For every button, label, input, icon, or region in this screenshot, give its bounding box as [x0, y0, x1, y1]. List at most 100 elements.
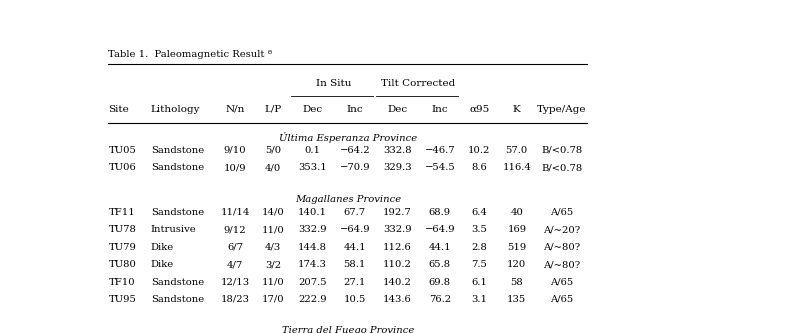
Text: 0.1: 0.1 [304, 146, 320, 155]
Text: 3/2: 3/2 [266, 260, 282, 269]
Text: In Situ: In Situ [316, 79, 351, 88]
Text: 207.5: 207.5 [298, 278, 327, 287]
Text: 2.8: 2.8 [471, 243, 487, 252]
Text: 58: 58 [510, 278, 523, 287]
Text: Sandstone: Sandstone [151, 278, 204, 287]
Text: B/<0.78: B/<0.78 [541, 164, 583, 172]
Text: 519: 519 [507, 243, 526, 252]
Text: 332.9: 332.9 [383, 225, 412, 234]
Text: 143.6: 143.6 [383, 295, 412, 304]
Text: 17/0: 17/0 [261, 295, 285, 304]
Text: 58.1: 58.1 [344, 260, 366, 269]
Text: 140.2: 140.2 [383, 278, 412, 287]
Text: TU79: TU79 [108, 243, 136, 252]
Text: Tilt Corrected: Tilt Corrected [382, 79, 456, 88]
Text: 3.5: 3.5 [471, 225, 487, 234]
Text: 10.5: 10.5 [344, 295, 366, 304]
Text: 11/0: 11/0 [261, 278, 285, 287]
Text: L/P: L/P [265, 105, 282, 114]
Text: 27.1: 27.1 [344, 278, 366, 287]
Text: Última Esperanza Province: Última Esperanza Province [279, 132, 417, 143]
Text: −70.9: −70.9 [340, 164, 370, 172]
Text: Intrusive: Intrusive [151, 225, 197, 234]
Text: TU95: TU95 [108, 295, 136, 304]
Text: Dike: Dike [151, 243, 174, 252]
Text: −46.7: −46.7 [424, 146, 455, 155]
Text: 169: 169 [508, 225, 526, 234]
Text: 44.1: 44.1 [344, 243, 366, 252]
Text: TF11: TF11 [108, 208, 135, 217]
Text: A/~20?: A/~20? [543, 225, 580, 234]
Text: A/~80?: A/~80? [543, 243, 580, 252]
Text: K: K [513, 105, 521, 114]
Text: 67.7: 67.7 [344, 208, 366, 217]
Text: TU06: TU06 [108, 164, 136, 172]
Text: 192.7: 192.7 [383, 208, 412, 217]
Text: Tierra del Fuego Province: Tierra del Fuego Province [282, 326, 414, 333]
Text: 332.8: 332.8 [383, 146, 412, 155]
Text: 140.1: 140.1 [298, 208, 327, 217]
Text: 65.8: 65.8 [429, 260, 451, 269]
Text: TU78: TU78 [108, 225, 136, 234]
Text: 174.3: 174.3 [298, 260, 327, 269]
Text: 4/0: 4/0 [265, 164, 282, 172]
Text: 44.1: 44.1 [429, 243, 451, 252]
Text: 6.4: 6.4 [471, 208, 487, 217]
Text: 110.2: 110.2 [383, 260, 412, 269]
Text: Sandstone: Sandstone [151, 164, 204, 172]
Text: Inc: Inc [432, 105, 448, 114]
Text: 222.9: 222.9 [298, 295, 327, 304]
Text: 353.1: 353.1 [298, 164, 327, 172]
Text: 11/0: 11/0 [261, 225, 285, 234]
Text: A/~80?: A/~80? [543, 260, 580, 269]
Text: A/65: A/65 [550, 278, 574, 287]
Text: 14/0: 14/0 [261, 208, 285, 217]
Text: Magallanes Province: Magallanes Province [295, 195, 401, 204]
Text: Dec: Dec [387, 105, 408, 114]
Text: Sandstone: Sandstone [151, 146, 204, 155]
Text: Lithology: Lithology [151, 105, 200, 114]
Text: 135: 135 [507, 295, 526, 304]
Text: 4/7: 4/7 [227, 260, 243, 269]
Text: Sandstone: Sandstone [151, 208, 204, 217]
Text: A/65: A/65 [550, 208, 574, 217]
Text: 112.6: 112.6 [383, 243, 412, 252]
Text: 10/9: 10/9 [224, 164, 246, 172]
Text: 9/12: 9/12 [224, 225, 246, 234]
Text: TF10: TF10 [108, 278, 135, 287]
Text: 329.3: 329.3 [383, 164, 412, 172]
Text: Type/Age: Type/Age [537, 105, 587, 114]
Text: 8.6: 8.6 [471, 164, 487, 172]
Text: 144.8: 144.8 [298, 243, 327, 252]
Text: α95: α95 [469, 105, 489, 114]
Text: Table 1.  Paleomagnetic Result ª: Table 1. Paleomagnetic Result ª [108, 50, 273, 59]
Text: B/<0.78: B/<0.78 [541, 146, 583, 155]
Text: −64.9: −64.9 [424, 225, 455, 234]
Text: 332.9: 332.9 [298, 225, 327, 234]
Text: 9/10: 9/10 [224, 146, 246, 155]
Text: 116.4: 116.4 [502, 164, 531, 172]
Text: Site: Site [108, 105, 129, 114]
Text: Sandstone: Sandstone [151, 295, 204, 304]
Text: −54.5: −54.5 [424, 164, 455, 172]
Text: 76.2: 76.2 [429, 295, 451, 304]
Text: 4/3: 4/3 [265, 243, 282, 252]
Text: 5/0: 5/0 [266, 146, 282, 155]
Text: TU05: TU05 [108, 146, 136, 155]
Text: 11/14: 11/14 [220, 208, 249, 217]
Text: Inc: Inc [346, 105, 363, 114]
Text: 68.9: 68.9 [429, 208, 451, 217]
Text: 12/13: 12/13 [220, 278, 249, 287]
Text: 18/23: 18/23 [220, 295, 249, 304]
Text: −64.9: −64.9 [340, 225, 370, 234]
Text: 6/7: 6/7 [227, 243, 243, 252]
Text: Dec: Dec [302, 105, 322, 114]
Text: Dike: Dike [151, 260, 174, 269]
Text: 6.1: 6.1 [471, 278, 487, 287]
Text: 120: 120 [507, 260, 526, 269]
Text: −64.2: −64.2 [340, 146, 370, 155]
Text: 3.1: 3.1 [471, 295, 487, 304]
Text: A/65: A/65 [550, 295, 574, 304]
Text: 10.2: 10.2 [468, 146, 491, 155]
Text: 7.5: 7.5 [471, 260, 487, 269]
